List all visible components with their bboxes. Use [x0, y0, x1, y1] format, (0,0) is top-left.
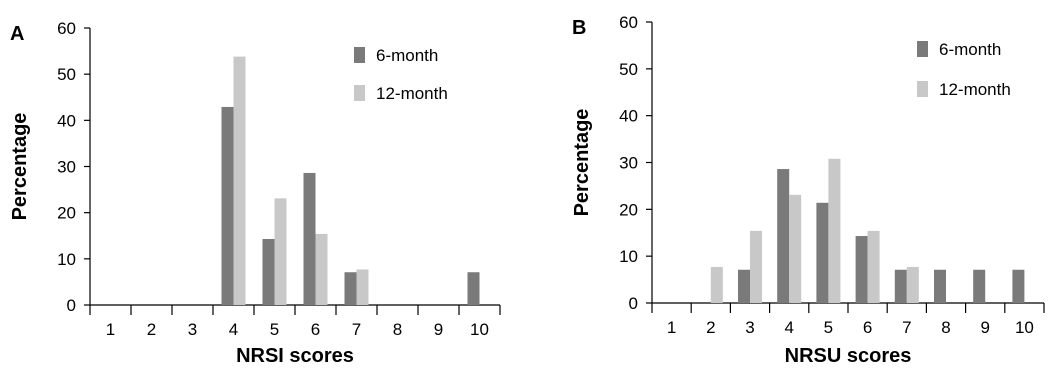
bar-a-12m-6 [315, 233, 328, 305]
y-tick-label-a: 50 [57, 65, 76, 84]
legend-label-b-0: 6-month [939, 40, 1001, 59]
bar-b-6m-9 [973, 269, 986, 303]
bar-a-6m-10 [467, 272, 480, 305]
legend-swatch-b-1 [917, 81, 928, 97]
legend-label-a-0: 6-month [376, 46, 438, 65]
bar-a-12m-7 [356, 269, 369, 305]
y-tick-label-a: 20 [57, 204, 76, 223]
bar-a-6m-6 [303, 172, 316, 305]
x-tick-label-a: 3 [188, 320, 197, 339]
x-tick-label-b: 7 [902, 318, 911, 337]
bar-b-6m-3 [738, 269, 750, 303]
legend-swatch-a-0 [354, 47, 365, 63]
x-tick-label-a: 8 [393, 320, 402, 339]
y-tick-label-b: 20 [619, 200, 638, 219]
bar-b-6m-7 [894, 269, 907, 303]
x-tick-label-a: 1 [106, 320, 115, 339]
bar-b-6m-8 [934, 269, 946, 303]
x-tick-label-b: 9 [980, 318, 989, 337]
y-tick-label-a: 10 [57, 250, 76, 269]
x-tick-label-b: 10 [1015, 318, 1034, 337]
bar-b-6m-5 [816, 202, 829, 303]
y-tick-label-a: 60 [57, 19, 76, 38]
panel-letter-a: A [10, 23, 24, 45]
x-tick-label-a: 5 [270, 320, 279, 339]
bar-b-12m-2 [710, 266, 723, 303]
x-tick-label-a: 10 [470, 320, 489, 339]
x-tick-label-b: 2 [706, 318, 715, 337]
x-tick-label-a: 4 [229, 320, 238, 339]
x-tick-label-b: 1 [667, 318, 676, 337]
bar-b-6m-6 [855, 236, 868, 303]
y-tick-label-b: 50 [619, 60, 638, 79]
bar-b-12m-7 [906, 266, 919, 303]
y-tick-label-a: 40 [57, 111, 76, 130]
bar-b-12m-4 [789, 194, 802, 303]
y-axis-title-a: Percentage [9, 113, 31, 221]
bar-b-12m-5 [828, 158, 841, 303]
bar-a-6m-4 [221, 106, 234, 305]
x-tick-label-a: 6 [311, 320, 320, 339]
y-tick-label-a: 0 [67, 296, 76, 315]
bar-b-6m-10 [1012, 269, 1025, 303]
legend-label-b-1: 12-month [939, 80, 1011, 99]
legend-label-a-1: 12-month [376, 84, 448, 103]
x-tick-label-b: 3 [745, 318, 754, 337]
y-tick-label-b: 30 [619, 154, 638, 173]
x-tick-label-b: 4 [784, 318, 793, 337]
y-axis-title-b: Percentage [571, 109, 593, 217]
y-tick-label-b: 0 [629, 294, 638, 313]
bar-b-12m-3 [750, 230, 762, 303]
bar-a-6m-5 [262, 238, 275, 305]
x-axis-title-b: NRSU scores [785, 345, 912, 367]
bar-b-6m-4 [777, 169, 790, 303]
x-tick-label-a: 7 [352, 320, 361, 339]
y-tick-label-b: 60 [619, 13, 638, 32]
legend-swatch-a-1 [354, 85, 365, 101]
y-tick-label-b: 10 [619, 247, 638, 266]
x-tick-label-b: 6 [863, 318, 872, 337]
x-tick-label-a: 2 [147, 320, 156, 339]
bar-a-12m-4 [233, 56, 246, 305]
y-tick-label-b: 40 [619, 107, 638, 126]
x-tick-label-a: 9 [434, 320, 443, 339]
bar-b-12m-6 [867, 230, 880, 303]
legend-swatch-b-0 [917, 41, 928, 57]
x-tick-label-b: 8 [941, 318, 950, 337]
y-tick-label-a: 30 [57, 158, 76, 177]
x-tick-label-b: 5 [824, 318, 833, 337]
bar-a-12m-5 [274, 198, 287, 305]
bar-a-6m-7 [344, 272, 357, 305]
x-axis-title-a: NRSI scores [236, 345, 354, 367]
panel-letter-b: B [572, 17, 586, 39]
